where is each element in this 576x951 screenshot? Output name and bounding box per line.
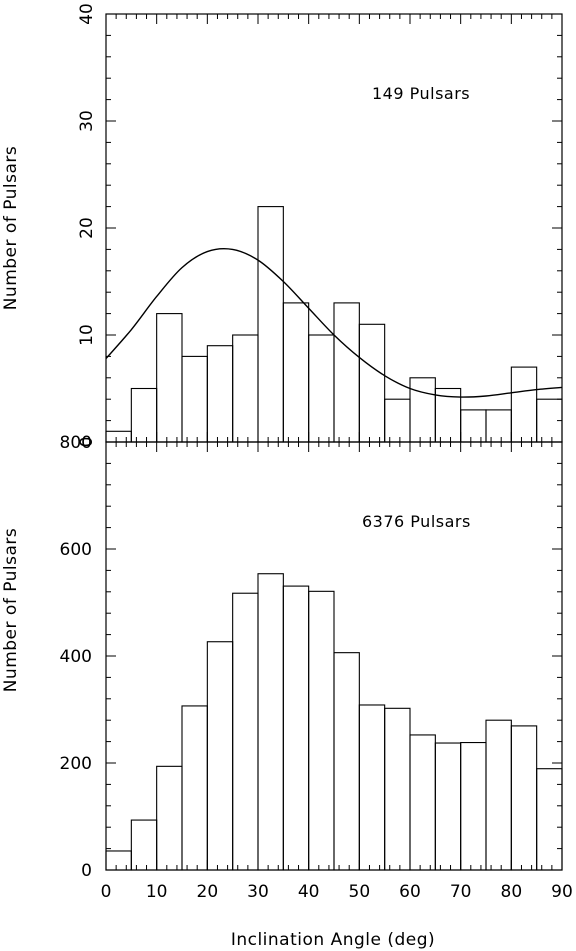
x-tick-label: 90: [551, 882, 573, 902]
y-tick-label: 400: [60, 647, 92, 667]
x-tick-label: 50: [349, 882, 371, 902]
histogram-bar: [358, 323, 386, 443]
histogram-bar: [257, 206, 284, 443]
histogram-bar: [232, 592, 259, 871]
y-tick-label: 200: [60, 754, 92, 774]
y-tick-label: 800: [60, 433, 92, 453]
x-tick-label: 20: [197, 882, 219, 902]
histogram-bar: [536, 768, 563, 871]
bottom-histogram-bars: [105, 573, 563, 871]
y-tick-label: 10: [77, 324, 97, 346]
x-tick-label: 60: [399, 882, 421, 902]
histogram-bar: [333, 302, 360, 443]
top-histogram-bars: [105, 206, 563, 443]
histogram-bar: [460, 409, 487, 443]
histogram-bar: [409, 377, 436, 443]
x-tick-label: 80: [501, 882, 523, 902]
histogram-bar: [181, 355, 208, 443]
histogram-bar: [130, 819, 158, 871]
histogram-bar: [282, 585, 310, 871]
histogram-bar: [434, 742, 462, 871]
histogram-bar: [460, 742, 487, 871]
histogram-bar: [105, 850, 132, 871]
bottom-panel: 0 200 400 600 800 0 10 20 30 40 50 60 70 80 90 6376 P…: [1, 433, 573, 950]
bottom-y-tick-labels: 0 200 400 600 800: [60, 433, 92, 881]
histogram-bar: [358, 704, 386, 871]
bottom-annotation: 6376 Pulsars: [362, 512, 471, 531]
histogram-bar: [156, 765, 183, 871]
histogram-bar: [485, 719, 512, 871]
x-tick-label: 10: [146, 882, 168, 902]
histogram-bar: [384, 398, 411, 443]
histogram-bar: [510, 366, 538, 443]
y-tick-label: 0: [77, 437, 97, 448]
top-y-tick-labels: 0 10 20 30 40: [77, 3, 97, 447]
x-tick-label: 30: [247, 882, 269, 902]
histogram-bar: [130, 387, 158, 443]
histogram-bar: [181, 705, 208, 871]
top-y-axis-title: Number of Pulsars: [1, 146, 21, 311]
histogram-bar: [308, 334, 335, 443]
top-panel: 0 10 20 30 40 149 Pulsars Number of Pulsars: [1, 3, 563, 447]
x-tick-labels: 0 10 20 30 40 50 60 70 80 90: [101, 882, 573, 902]
histogram-bar: [384, 707, 411, 871]
y-tick-label: 40: [77, 3, 97, 25]
histogram-bar: [333, 652, 360, 871]
bottom-y-axis-title: Number of Pulsars: [1, 528, 21, 693]
histogram-bar: [257, 573, 284, 871]
y-tick-label: 600: [60, 540, 92, 560]
histogram-bar: [282, 302, 310, 443]
histogram-bar: [232, 334, 259, 443]
x-tick-label: 40: [298, 882, 320, 902]
y-tick-label: 20: [77, 217, 97, 239]
top-fit-curve: [105, 247, 563, 398]
histogram-bar: [308, 590, 335, 871]
top-annotation: 149 Pulsars: [372, 84, 470, 103]
histogram-bar: [409, 734, 436, 871]
y-tick-label: 0: [81, 861, 92, 881]
histogram-bar: [206, 641, 234, 871]
histogram-bar: [206, 345, 234, 443]
histogram-bar: [105, 430, 132, 443]
x-tick-label: 70: [450, 882, 472, 902]
x-axis-title: Inclination Angle (deg): [231, 930, 435, 950]
histogram-bar: [485, 409, 512, 443]
histogram-bar: [156, 313, 183, 443]
x-tick-label: 0: [101, 882, 112, 902]
histogram-bar: [510, 725, 538, 871]
y-tick-label: 30: [77, 110, 97, 132]
